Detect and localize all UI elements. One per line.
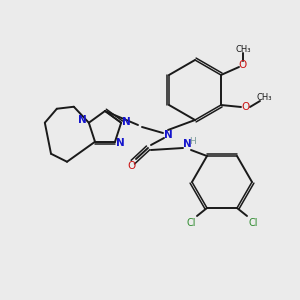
Text: O: O [239,60,247,70]
Text: N: N [183,139,191,149]
Text: N: N [116,138,124,148]
Text: H: H [190,136,196,146]
Text: O: O [127,161,135,171]
Text: N: N [164,130,172,140]
Text: Cl: Cl [186,218,196,228]
Text: Cl: Cl [248,218,258,228]
Text: O: O [242,102,250,112]
Text: CH₃: CH₃ [256,94,272,103]
Text: N: N [122,117,130,127]
Text: CH₃: CH₃ [235,44,251,53]
Text: N: N [79,115,87,125]
